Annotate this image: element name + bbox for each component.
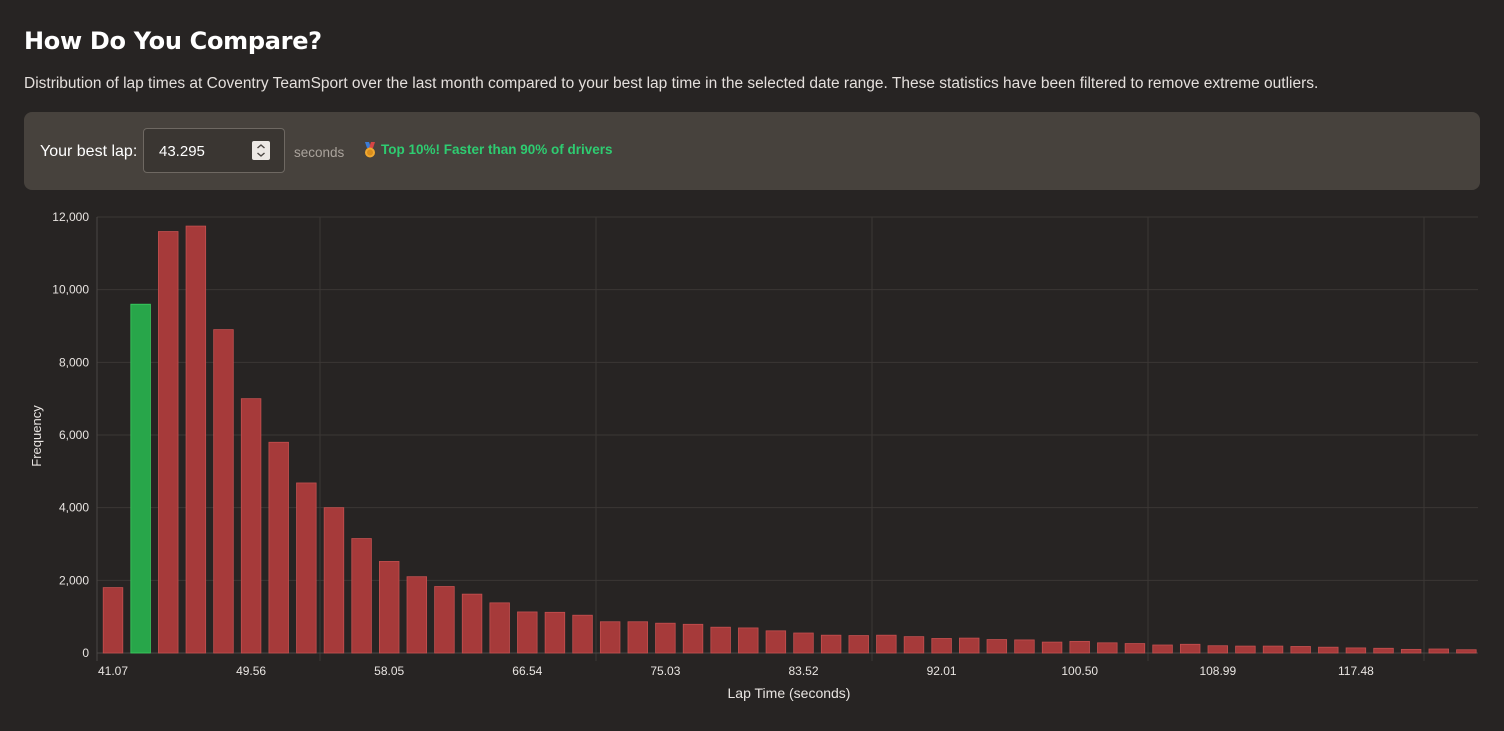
y-axis-title: Frequency [29, 405, 44, 467]
x-tick-label: 49.56 [236, 664, 266, 678]
x-tick-label: 75.03 [650, 664, 680, 678]
histogram-bar [655, 622, 676, 654]
x-tick-label: 100.50 [1061, 664, 1098, 678]
histogram-bar [296, 482, 317, 654]
histogram-bar [1290, 646, 1311, 654]
histogram-bar [268, 441, 289, 654]
histogram-bar [461, 593, 483, 654]
page-description: Distribution of lap times at Coventry Te… [24, 75, 1319, 92]
histogram-bar [903, 636, 925, 654]
y-tick-label: 2,000 [59, 573, 89, 587]
histogram-bar [738, 627, 759, 654]
ranking-badge: Top 10%! Faster than 90% of drivers [363, 142, 613, 158]
y-tick-label: 4,000 [59, 501, 89, 515]
histogram-bar [710, 626, 731, 654]
ranking-badge-text: Top 10%! Faster than 90% of drivers [381, 142, 613, 157]
histogram-bar [351, 538, 372, 654]
y-tick-label: 10,000 [52, 283, 89, 297]
histogram-bar [158, 231, 179, 654]
histogram-bar [1235, 645, 1256, 654]
histogram-bar [959, 637, 980, 654]
histogram-bar [986, 639, 1008, 654]
histogram-bar [793, 632, 814, 654]
histogram-bar [213, 329, 234, 654]
histogram-bar [489, 602, 510, 654]
histogram-bar [1456, 649, 1477, 654]
histogram-bar [185, 225, 207, 654]
histogram-bar [544, 611, 566, 654]
y-tick-label: 12,000 [52, 210, 89, 224]
y-tick-label: 0 [82, 646, 89, 660]
histogram-bar-highlight [130, 303, 151, 654]
histogram-bar [627, 621, 648, 654]
page-title: How Do You Compare? [24, 27, 322, 55]
x-tick-label: 58.05 [374, 664, 404, 678]
histogram-bar [1097, 642, 1118, 654]
histogram-bar [1041, 641, 1063, 654]
histogram-bar [406, 576, 428, 654]
y-tick-label: 6,000 [59, 428, 89, 442]
histogram-bar [931, 638, 952, 654]
histogram-bar [517, 611, 538, 654]
histogram-bar [1014, 639, 1035, 654]
histogram-bar [1179, 643, 1201, 654]
histogram-bar [1124, 643, 1146, 654]
histogram-bar [240, 398, 262, 654]
x-tick-label: 117.48 [1338, 664, 1374, 678]
medal-icon [365, 142, 375, 158]
lap-time-histogram: 0 2,000 4,000 6,000 8,000 10,000 12,000 41.07 49… [29, 210, 1478, 701]
x-tick-label: 83.52 [788, 664, 818, 678]
histogram-bar [1428, 648, 1449, 654]
histogram-bar [1318, 646, 1339, 654]
histogram-bar [572, 614, 593, 654]
best-lap-value: 43.295 [159, 143, 205, 160]
histogram-bar [1262, 645, 1284, 654]
histogram-bar [1152, 644, 1173, 654]
y-tick-label: 8,000 [59, 355, 89, 369]
best-lap-label: Your best lap: [40, 143, 138, 160]
histogram-bar [378, 561, 400, 654]
unit-label: seconds [294, 145, 345, 160]
histogram-bar [1345, 647, 1367, 654]
x-tick-label: 66.54 [512, 664, 542, 678]
x-tick-label: 92.01 [927, 664, 957, 678]
histogram-bar [848, 635, 869, 654]
histogram-bar [765, 630, 787, 654]
histogram-bar [434, 586, 455, 654]
histogram-bar [323, 507, 345, 654]
number-spinner[interactable] [252, 141, 270, 160]
histogram-bar [682, 623, 704, 654]
histogram-bar [102, 587, 124, 654]
histogram-bar [1400, 648, 1422, 654]
histogram-bar [876, 634, 897, 654]
x-axis-title: Lap Time (seconds) [728, 685, 851, 701]
spinner-arrows-icon [257, 144, 265, 157]
x-tick-label: 108.99 [1199, 664, 1236, 678]
histogram-bar [599, 621, 621, 654]
best-lap-panel: Your best lap: 43.295 seconds Top 10%! F… [24, 112, 1480, 190]
x-tick-label: 41.07 [98, 664, 128, 678]
histogram-bar [1373, 647, 1394, 654]
histogram-bar [1069, 640, 1090, 654]
best-lap-input[interactable]: 43.295 [143, 128, 285, 173]
histogram-bar [1207, 645, 1229, 654]
histogram-bar [820, 634, 842, 654]
